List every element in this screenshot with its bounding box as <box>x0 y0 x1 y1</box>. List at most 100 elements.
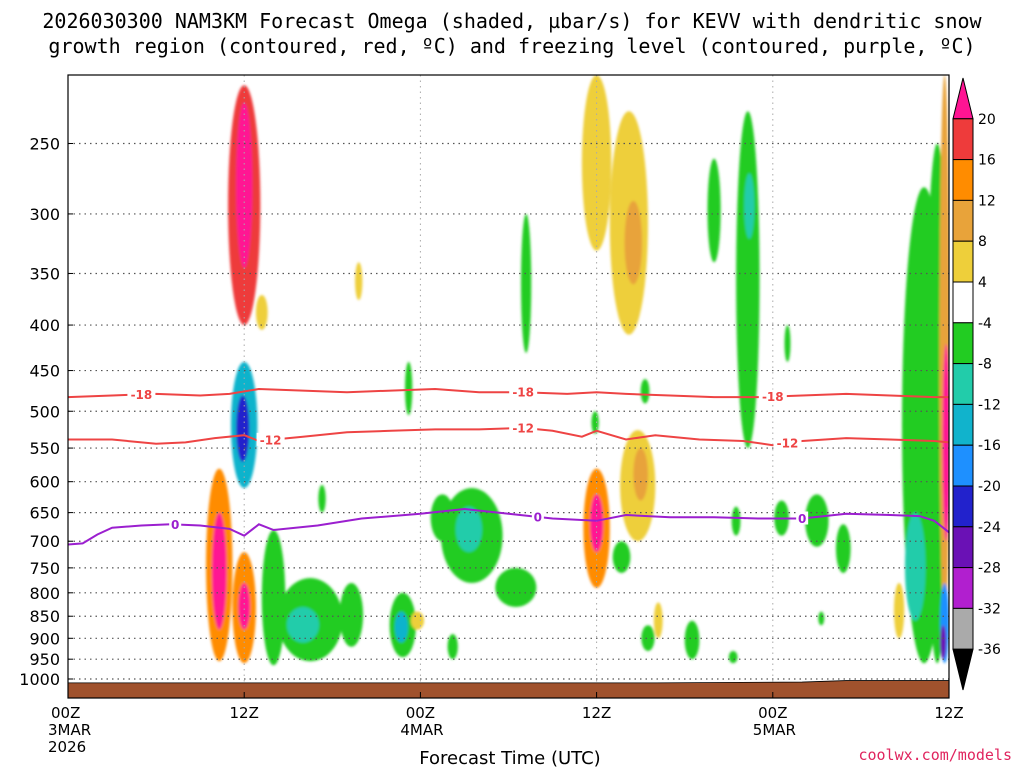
freezing-contour-line <box>67 507 950 546</box>
omega-cell <box>940 625 947 660</box>
omega-cell <box>904 512 926 621</box>
contour-label-bg <box>127 387 156 401</box>
colorbar-label: -28 <box>978 561 1001 577</box>
omega-cell <box>394 611 408 643</box>
omega-cell <box>744 173 755 239</box>
colorbar-bin <box>952 199 974 242</box>
colorbar-label: 20 <box>978 112 996 128</box>
omega-cell <box>728 650 738 664</box>
colorbar-bin <box>952 567 974 609</box>
contour-label: -18 <box>131 388 153 402</box>
colorbar-label: 12 <box>978 193 996 209</box>
colorbar-label: -20 <box>978 479 1001 495</box>
contour-label-bg <box>169 517 182 531</box>
contour-label: -12 <box>260 433 282 447</box>
omega-cell <box>255 294 268 330</box>
credit-link[interactable]: coolwx.com/models <box>858 746 1012 764</box>
contour-label: 0 <box>534 510 542 524</box>
y-tick-label: 900 <box>29 629 60 648</box>
omega-cell <box>261 530 286 666</box>
x-axis-title: Forecast Time (UTC) <box>419 748 600 768</box>
y-tick-label: 1000 <box>19 670 60 689</box>
x-tick-label: 00Z <box>51 704 80 722</box>
gridlines <box>68 75 949 698</box>
terrain-polygon <box>67 680 950 699</box>
omega-cell <box>447 633 458 660</box>
omega-cell <box>612 541 631 573</box>
omega-cell <box>495 567 537 608</box>
colorbar-bin <box>952 607 974 650</box>
omega-cell <box>640 379 650 404</box>
colorbar-bin <box>952 159 974 201</box>
contour-label-bg <box>509 385 538 399</box>
colorbar-label: -16 <box>978 438 1001 454</box>
y-tick-label: 750 <box>29 559 60 578</box>
omega-cell <box>455 506 483 553</box>
omega-cell <box>805 494 829 547</box>
contour-label: -12 <box>777 437 799 451</box>
omega-cell <box>355 262 363 301</box>
colorbar-label: -8 <box>978 357 992 373</box>
contour-label-bg <box>531 509 544 523</box>
omega-cell <box>211 512 227 630</box>
colorbar-bin <box>952 403 974 446</box>
contour-label-bg <box>758 389 787 403</box>
temperature-contours: -18 -18 -18 -12 -12 -12 0 0 0 <box>67 385 950 546</box>
colorbar-label: -36 <box>978 642 1001 658</box>
colorbar-label: -4 <box>978 316 992 332</box>
contour-label-bg <box>796 511 809 525</box>
omega-cell <box>835 524 851 573</box>
colorbar-bin <box>952 363 974 405</box>
y-tick-label: 400 <box>29 316 60 335</box>
colorbar-bin <box>952 648 974 691</box>
omega-cell <box>633 448 648 501</box>
contour-label-bg <box>773 436 802 450</box>
y-tick-label: 650 <box>29 504 60 523</box>
chart-title-line-2: growth region (contoured, red, ºC) and f… <box>48 34 975 58</box>
omega-cell <box>286 607 320 643</box>
contour-label-bg <box>256 432 285 446</box>
x-tick-year: 2026 <box>48 738 86 756</box>
omega-cell <box>653 602 663 639</box>
y-tick-label: 350 <box>29 264 60 283</box>
omega-cell <box>589 494 604 553</box>
y-tick-label: 950 <box>29 650 60 669</box>
y-tick-label: 850 <box>29 607 60 626</box>
omega-cell <box>581 75 612 251</box>
colorbar-label: -32 <box>978 601 1001 617</box>
omega-cell <box>893 583 905 639</box>
colorbar-bin <box>952 77 974 120</box>
colorbar-label: 8 <box>978 234 987 250</box>
x-tick-date: 5MAR <box>753 721 796 739</box>
terrain-fill <box>67 680 950 699</box>
x-tick-label: 12Z <box>934 704 963 722</box>
omega-cell <box>784 325 791 362</box>
y-tick-label: 700 <box>29 532 60 551</box>
omega-cell <box>731 506 741 536</box>
omega-cell <box>684 620 700 660</box>
omega-cell <box>404 361 413 416</box>
contour-label: -18 <box>512 386 534 400</box>
colorbar-label: -12 <box>978 397 1001 413</box>
omega-cell <box>818 611 825 626</box>
omega-cell <box>707 158 721 263</box>
x-tick-date: 3MAR <box>48 721 91 739</box>
y-axis: 250 300 350 400 450 500 550 600 650 700 750 800 850 9… <box>19 135 73 689</box>
x-tick-label: 12Z <box>230 704 259 722</box>
x-tick-label: 00Z <box>758 704 787 722</box>
contour-label: -12 <box>512 421 534 435</box>
y-tick-label: 450 <box>29 362 60 381</box>
y-tick-label: 550 <box>29 439 60 458</box>
omega-cell <box>641 625 655 651</box>
colorbar-bin <box>952 444 974 487</box>
colorbar-label: 4 <box>978 275 987 291</box>
omega-cell <box>236 395 250 462</box>
colorbar-label: 16 <box>978 153 996 169</box>
omega-cell <box>624 200 643 285</box>
contour-label-bg <box>509 420 538 434</box>
x-tick-label: 00Z <box>406 704 435 722</box>
x-tick-date: 4MAR <box>400 721 443 739</box>
x-tick-label: 12Z <box>582 704 611 722</box>
